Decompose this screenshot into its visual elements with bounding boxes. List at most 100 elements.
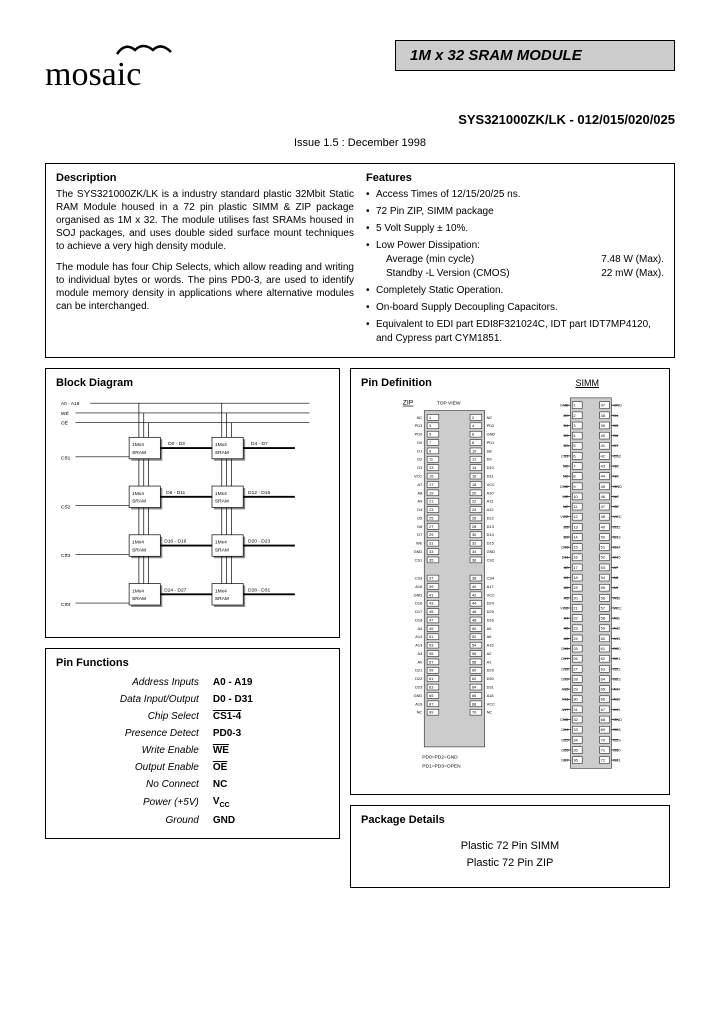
pin-function-name: No Connect	[58, 777, 205, 792]
svg-text:D12 - D15: D12 - D15	[248, 490, 270, 496]
svg-text:68: 68	[601, 717, 605, 722]
svg-text:7: 7	[429, 440, 431, 445]
svg-text:16: 16	[472, 474, 476, 479]
package-line2: Plastic 72 Pin ZIP	[369, 855, 651, 872]
svg-text:46: 46	[601, 494, 605, 499]
pin-function-name: Chip Select	[58, 709, 205, 724]
svg-text:15: 15	[573, 545, 577, 550]
svg-text:D24 - D27: D24 - D27	[164, 587, 186, 593]
svg-text:41: 41	[429, 592, 433, 597]
pin-functions-table: Address InputsA0 - A19Data Input/OutputD…	[56, 673, 329, 830]
svg-text:51: 51	[429, 634, 433, 639]
svg-text:PD2: PD2	[487, 423, 495, 428]
top-view-label: TOP VIEW	[437, 401, 461, 407]
svg-text:D4: D4	[417, 507, 423, 512]
svg-text:52: 52	[601, 555, 605, 560]
svg-text:56: 56	[601, 595, 605, 600]
svg-text:66: 66	[472, 693, 476, 698]
svg-text:41: 41	[601, 443, 605, 448]
svg-text:8: 8	[472, 440, 474, 445]
svg-text:D20 - D23: D20 - D23	[248, 539, 270, 545]
pin-function-signal: PD0-3	[207, 726, 327, 741]
svg-text:9: 9	[573, 484, 575, 489]
svg-text:D24: D24	[487, 601, 495, 606]
bd-oe: OE	[61, 421, 69, 427]
svg-text:SRAM: SRAM	[132, 547, 146, 553]
pin-function-name: Power (+5V)	[58, 794, 205, 811]
svg-text:A17: A17	[487, 584, 494, 589]
svg-text:VCC: VCC	[487, 482, 495, 487]
left-column: Block Diagram A0 - A19 WE OE CS1 1Mx4SRA	[45, 368, 340, 898]
issue-line: Issue 1.5 : December 1998	[45, 137, 675, 149]
svg-text:48: 48	[601, 514, 605, 519]
feature-power-label: Low Power Dissipation:	[376, 240, 480, 251]
svg-text:D8 - D11: D8 - D11	[166, 490, 185, 496]
svg-text:CS4: CS4	[487, 576, 495, 581]
svg-text:CS1: CS1	[415, 557, 423, 562]
pin-function-name: Ground	[58, 813, 205, 828]
svg-text:D11: D11	[487, 474, 494, 479]
svg-text:12: 12	[472, 457, 476, 462]
svg-text:D26: D26	[487, 617, 494, 622]
svg-text:42: 42	[472, 592, 476, 597]
svg-text:D21: D21	[415, 668, 422, 673]
power-avg-val: 7.48 W (Max).	[601, 253, 664, 267]
right-column: Pin Definition SIMM ZIP TOP VIEW 12NCNC3…	[350, 368, 670, 898]
power-standby-label: Standby -L Version (CMOS)	[386, 267, 510, 281]
svg-text:58: 58	[601, 616, 605, 621]
svg-text:D4 - D7: D4 - D7	[251, 441, 268, 447]
feature-power-avg: Average (min cycle) 7.48 W (Max).	[376, 253, 664, 267]
svg-text:36: 36	[472, 557, 476, 562]
description-column: Description The SYS321000ZK/LK is a indu…	[56, 172, 354, 349]
pin-function-row: No ConnectNC	[58, 777, 327, 792]
svg-text:32: 32	[472, 541, 476, 546]
svg-text:19: 19	[429, 490, 433, 495]
svg-text:57: 57	[601, 605, 605, 610]
feature-item: On-board Supply Decoupling Capacitors.	[366, 301, 664, 315]
svg-text:D17: D17	[415, 609, 422, 614]
svg-text:38: 38	[472, 576, 476, 581]
svg-text:25: 25	[573, 646, 577, 651]
svg-text:47: 47	[601, 504, 605, 509]
svg-text:SRAM: SRAM	[215, 450, 229, 456]
svg-text:18: 18	[573, 575, 577, 580]
svg-text:53: 53	[601, 565, 605, 570]
pin-function-row: Power (+5V)VCC	[58, 794, 327, 811]
pd-footer2: PD1=PD3=OPEN	[422, 763, 461, 769]
svg-text:13: 13	[429, 465, 433, 470]
description-para1: The SYS321000ZK/LK is a industry standar…	[56, 188, 354, 253]
pin-function-name: Data Input/Output	[58, 692, 205, 707]
svg-text:26: 26	[472, 515, 476, 520]
svg-text:68: 68	[472, 701, 476, 706]
svg-text:38: 38	[601, 413, 605, 418]
svg-text:47: 47	[429, 617, 433, 622]
svg-text:D31: D31	[487, 685, 494, 690]
pin-function-signal: OE	[207, 760, 327, 775]
svg-text:46: 46	[472, 609, 476, 614]
pin-function-name: Write Enable	[58, 743, 205, 758]
pin-function-row: GroundGND	[58, 813, 327, 828]
svg-text:71: 71	[601, 747, 605, 752]
svg-text:59: 59	[429, 668, 433, 673]
feature-power-standby: Standby -L Version (CMOS) 22 mW (Max).	[376, 267, 664, 281]
pin-function-row: Address InputsA0 - A19	[58, 675, 327, 690]
svg-text:GND: GND	[414, 693, 423, 698]
svg-text:D23: D23	[415, 685, 422, 690]
svg-text:A19: A19	[415, 701, 422, 706]
svg-text:16: 16	[573, 555, 577, 560]
svg-text:A13: A13	[415, 643, 422, 648]
svg-text:A7: A7	[417, 482, 422, 487]
svg-text:55: 55	[601, 585, 605, 590]
description-para2: The module has four Chip Selects, which …	[56, 261, 354, 313]
block-diagram-box: Block Diagram A0 - A19 WE OE CS1 1Mx4SRA	[45, 368, 340, 638]
svg-text:11: 11	[573, 504, 577, 509]
svg-text:1Mx4: 1Mx4	[132, 588, 144, 594]
svg-text:A10: A10	[487, 490, 495, 495]
block-diagram-title: Block Diagram	[56, 377, 329, 389]
svg-text:6: 6	[573, 453, 575, 458]
header-row: mosaic 1M x 32 SRAM MODULE	[45, 40, 675, 94]
features-title: Features	[366, 172, 664, 184]
svg-text:A9: A9	[417, 499, 422, 504]
svg-text:A5: A5	[487, 626, 492, 631]
svg-text:42: 42	[601, 453, 605, 458]
